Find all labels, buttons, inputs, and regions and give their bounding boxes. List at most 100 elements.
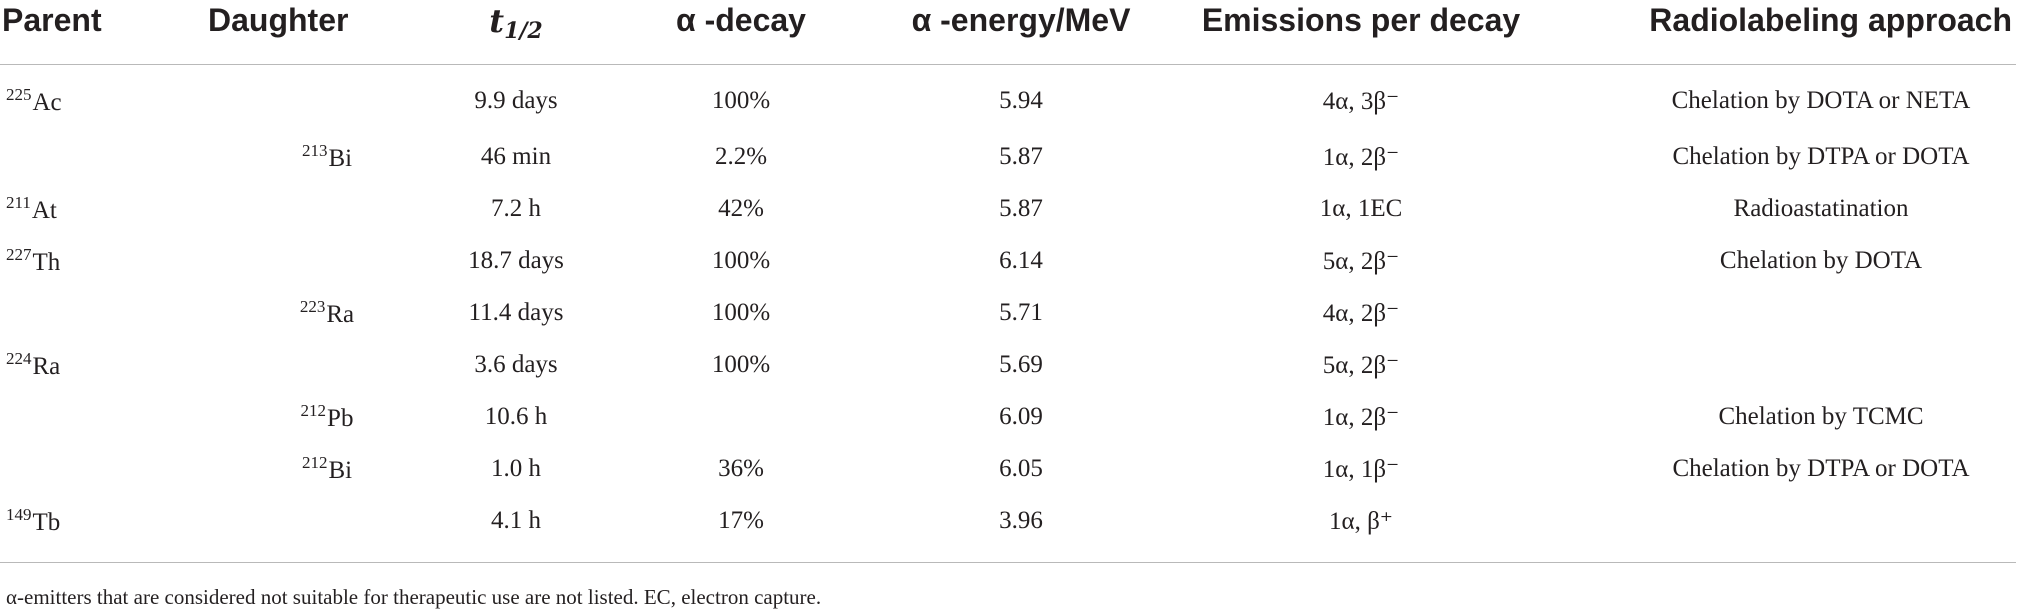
daughter-cell: 213Bi bbox=[196, 131, 406, 183]
table-bottom-rule bbox=[0, 562, 2016, 563]
alpha-decay-cell: 42% bbox=[718, 195, 764, 222]
alpha-decay-cell bbox=[626, 391, 856, 443]
emissions-cell: 5α, 2β⁻ bbox=[1322, 352, 1400, 379]
half-life-cell: 4.1 h bbox=[491, 507, 541, 534]
header-daughter: Daughter bbox=[196, 0, 406, 65]
alpha-energy-cell: 6.05 bbox=[999, 455, 1043, 482]
parent-element: Ac bbox=[32, 89, 62, 116]
parent-element: At bbox=[31, 197, 57, 224]
alpha-energy-cell: 5.87 bbox=[999, 143, 1043, 170]
approach-cell: Chelation by DOTA bbox=[1536, 235, 2016, 287]
half-life-cell: 18.7 days bbox=[468, 247, 564, 274]
table-body: 225Ac 9.9 days 100% 5.94 4α, 3β⁻ Chelation by… bbox=[0, 65, 2016, 556]
parent-cell: 225Ac bbox=[0, 65, 196, 132]
alpha-decay-cell: 2.2% bbox=[714, 143, 768, 170]
half-life-cell: 46 min bbox=[480, 143, 552, 170]
header-emissions: Emissions per decay bbox=[1186, 0, 1536, 65]
table-row: 227Th 18.7 days 100% 6.14 5α, 2β⁻ Chelation b… bbox=[0, 235, 2016, 287]
parent-mass-number: 227 bbox=[6, 245, 32, 264]
table-footnote: α-emitters that are considered not suita… bbox=[6, 585, 822, 609]
parent-cell bbox=[0, 443, 196, 495]
daughter-cell bbox=[196, 339, 406, 391]
parent-mass-number: 224 bbox=[6, 349, 32, 368]
alpha-emitters-table: Parent Daughter t1/2 α -decay α -energy/… bbox=[0, 0, 2016, 556]
approach-text: Chelation by DTPA or DOTA bbox=[1672, 455, 1970, 482]
header-alpha-decay: α -decay bbox=[626, 0, 856, 65]
parent-cell: 149Tb bbox=[0, 495, 196, 555]
daughter-mass-number: 213 bbox=[301, 141, 328, 160]
alpha-energy-cell: 5.69 bbox=[999, 351, 1043, 378]
alpha-decay-cell: 100% bbox=[711, 247, 771, 274]
emissions-cell: 1α, 2β⁻ bbox=[1322, 144, 1400, 171]
alpha-decay-cell: 36% bbox=[718, 455, 764, 482]
emissions-cell: 1α, 2β⁻ bbox=[1322, 404, 1400, 431]
emissions-cell: 1α, 1β⁻ bbox=[1322, 456, 1400, 483]
daughter-cell bbox=[196, 495, 406, 555]
daughter-element: Ra bbox=[326, 301, 355, 328]
parent-cell bbox=[0, 391, 196, 443]
parent-cell: 227Th bbox=[0, 235, 196, 287]
table-row: 213Bi 46 min 2.2% 5.87 1α, 2β⁻ Chelation by D… bbox=[0, 131, 2016, 183]
daughter-cell: 212Bi bbox=[196, 443, 406, 495]
emissions-cell: 5α, 2β⁻ bbox=[1322, 248, 1400, 275]
daughter-element: Pb bbox=[327, 405, 354, 432]
alpha-energy-cell: 5.94 bbox=[999, 87, 1043, 114]
approach-cell: Chelation by TCMC bbox=[1536, 391, 2016, 443]
daughter-mass-number: 212 bbox=[300, 401, 327, 420]
daughter-mass-number: 223 bbox=[299, 297, 326, 316]
daughter-cell: 223Ra bbox=[196, 287, 406, 339]
alpha-energy-cell: 6.09 bbox=[999, 403, 1043, 430]
daughter-element: Bi bbox=[328, 145, 353, 172]
approach-text: Chelation by DOTA or NETA bbox=[1671, 87, 1971, 114]
alpha-energy-cell: 5.87 bbox=[999, 195, 1043, 222]
alpha-energy-cell: 5.71 bbox=[999, 299, 1043, 326]
radionuclide-table-container: Parent Daughter t1/2 α -decay α -energy/… bbox=[0, 0, 2016, 556]
parent-element: Tb bbox=[32, 509, 61, 536]
half-life-cell: 11.4 days bbox=[468, 299, 564, 326]
daughter-cell bbox=[196, 65, 406, 132]
alpha-decay-cell: 100% bbox=[711, 299, 771, 326]
alpha-decay-cell: 100% bbox=[711, 87, 771, 114]
approach-text: Chelation by TCMC bbox=[1718, 403, 1924, 430]
approach-cell: Radioastatination bbox=[1536, 183, 2016, 235]
table-row: 224Ra 3.6 days 100% 5.69 5α, 2β⁻ bbox=[0, 339, 2016, 391]
alpha-energy-cell: 6.14 bbox=[999, 247, 1043, 274]
table-header: Parent Daughter t1/2 α -decay α -energy/… bbox=[0, 0, 2016, 65]
emissions-cell: 4α, 3β⁻ bbox=[1322, 88, 1400, 115]
parent-mass-number: 211 bbox=[6, 193, 31, 212]
daughter-cell bbox=[196, 183, 406, 235]
daughter-cell: 212Pb bbox=[196, 391, 406, 443]
table-row: 149Tb 4.1 h 17% 3.96 1α, β⁺ bbox=[0, 495, 2016, 555]
approach-cell bbox=[1536, 495, 2016, 555]
half-life-cell: 9.9 days bbox=[474, 87, 558, 114]
emissions-cell: 1α, β⁺ bbox=[1328, 508, 1393, 535]
alpha-decay-cell: 17% bbox=[718, 507, 764, 534]
approach-cell bbox=[1536, 339, 2016, 391]
table-row: 212Bi 1.0 h 36% 6.05 1α, 1β⁻ Chelation by DTP… bbox=[0, 443, 2016, 495]
parent-mass-number: 225 bbox=[6, 85, 32, 104]
alpha-energy-cell: 3.96 bbox=[999, 507, 1043, 534]
header-half-life-symbol: t bbox=[489, 2, 505, 40]
approach-cell: Chelation by DTPA or DOTA bbox=[1536, 131, 2016, 183]
parent-element: Ra bbox=[32, 353, 61, 380]
parent-cell: 211At bbox=[0, 183, 196, 235]
half-life-cell: 3.6 days bbox=[474, 351, 558, 378]
header-approach: Radiolabeling approach bbox=[1536, 0, 2016, 65]
approach-cell bbox=[1536, 287, 2016, 339]
approach-text: Radioastatination bbox=[1733, 195, 1909, 222]
approach-cell: Chelation by DOTA or NETA bbox=[1536, 65, 2016, 132]
table-row: 223Ra 11.4 days 100% 5.71 4α, 2β⁻ bbox=[0, 287, 2016, 339]
alpha-decay-cell: 100% bbox=[711, 351, 771, 378]
table-row: 212Pb 10.6 h 6.09 1α, 2β⁻ Chelation by TCMC bbox=[0, 391, 2016, 443]
daughter-element: Bi bbox=[328, 457, 353, 484]
parent-cell bbox=[0, 131, 196, 183]
approach-text: Chelation by DTPA or DOTA bbox=[1672, 143, 1970, 170]
half-life-cell: 1.0 h bbox=[491, 455, 541, 482]
table-row: 225Ac 9.9 days 100% 5.94 4α, 3β⁻ Chelation by… bbox=[0, 65, 2016, 132]
emissions-cell: 4α, 2β⁻ bbox=[1322, 300, 1400, 327]
parent-cell bbox=[0, 287, 196, 339]
header-row: Parent Daughter t1/2 α -decay α -energy/… bbox=[0, 0, 2016, 65]
parent-element: Th bbox=[32, 249, 61, 276]
approach-text: Chelation by DOTA bbox=[1719, 247, 1923, 274]
half-life-cell: 10.6 h bbox=[484, 403, 548, 430]
